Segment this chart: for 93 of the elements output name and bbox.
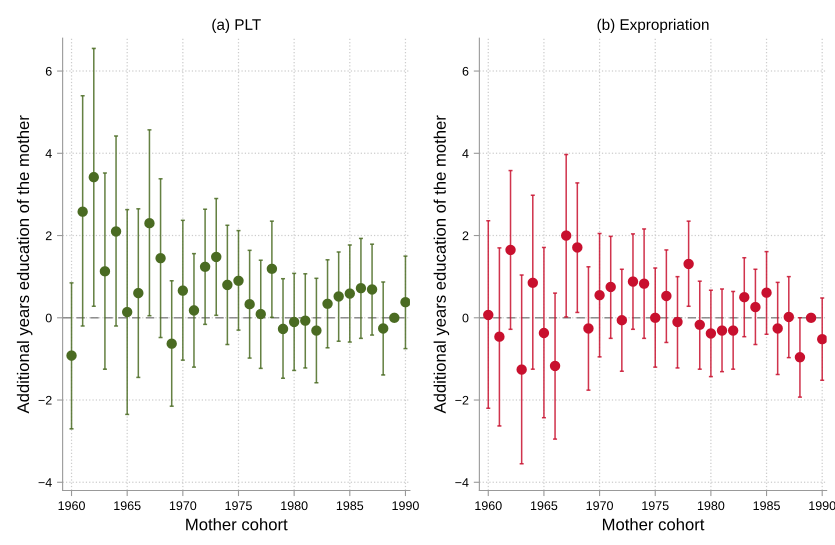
point <box>516 364 527 375</box>
point <box>650 312 660 323</box>
point <box>683 258 694 270</box>
point <box>233 276 244 286</box>
point <box>661 290 672 302</box>
point <box>66 350 77 361</box>
x-tick-label: 1990 <box>392 501 419 510</box>
point <box>300 315 310 326</box>
point <box>672 316 683 328</box>
point <box>266 264 278 274</box>
point <box>761 287 772 298</box>
x-tick-label: 1975 <box>642 501 669 510</box>
point <box>256 308 266 320</box>
point <box>550 360 560 372</box>
point <box>594 290 605 300</box>
point <box>100 266 110 277</box>
point <box>583 323 594 334</box>
point <box>816 334 827 344</box>
y-tick-label: 2 <box>462 231 468 240</box>
point <box>505 244 516 256</box>
point <box>494 331 505 342</box>
point <box>538 328 550 338</box>
y-tick-label: −4 <box>38 478 52 487</box>
point <box>222 280 233 290</box>
y-tick-label: 0 <box>462 314 468 322</box>
point <box>133 288 144 298</box>
point <box>389 312 400 323</box>
point <box>784 312 794 322</box>
point <box>616 315 628 326</box>
point <box>739 292 750 302</box>
point <box>166 338 177 349</box>
x-tick-label: 1985 <box>754 501 780 510</box>
point <box>178 285 188 296</box>
point <box>188 305 200 316</box>
y-tick-label: −2 <box>38 396 52 405</box>
point <box>794 352 806 362</box>
chart-title: (a) PLT <box>212 18 261 33</box>
point <box>772 323 783 334</box>
point <box>728 325 738 336</box>
x-axis-title: Mother cohort <box>602 518 704 530</box>
point <box>716 325 728 336</box>
point <box>400 296 410 308</box>
x-tick-label: 1970 <box>586 501 613 510</box>
point <box>211 252 222 262</box>
point <box>278 324 288 334</box>
point <box>606 282 616 292</box>
point <box>110 226 122 237</box>
point <box>333 291 344 302</box>
point <box>77 206 88 217</box>
y-tick-label: −2 <box>455 396 468 405</box>
y-axis-title: Additional years education of the mother <box>16 115 32 414</box>
point <box>144 218 155 228</box>
x-tick-label: 1985 <box>336 501 364 510</box>
chart-title: (b) Expropriation <box>597 18 708 33</box>
point <box>694 320 705 330</box>
point <box>122 306 132 318</box>
point <box>311 325 322 336</box>
point <box>483 310 494 320</box>
y-tick-label: 2 <box>46 231 52 240</box>
x-axis-title: Mother cohort <box>186 518 288 530</box>
x-tick-label: 1960 <box>475 501 502 510</box>
point <box>88 172 99 182</box>
point <box>200 262 210 272</box>
point <box>288 316 300 328</box>
point <box>806 312 816 323</box>
x-tick-label: 1975 <box>226 501 252 510</box>
point <box>155 252 166 264</box>
y-tick-label: −4 <box>455 478 469 487</box>
x-tick-label: 1965 <box>114 501 141 510</box>
y-tick-label: 4 <box>46 149 52 158</box>
point <box>706 328 716 339</box>
point <box>638 278 650 289</box>
x-tick-label: 1965 <box>530 501 558 510</box>
point <box>560 230 572 241</box>
y-tick-label: 6 <box>462 66 468 76</box>
y-tick-label: 6 <box>46 66 52 76</box>
point <box>344 288 356 299</box>
point <box>628 276 638 287</box>
point <box>528 278 538 288</box>
y-tick-label: 4 <box>462 149 469 158</box>
point <box>572 242 583 253</box>
x-tick-label: 1980 <box>281 501 308 510</box>
point <box>750 302 761 312</box>
x-tick-label: 1960 <box>58 501 85 510</box>
x-tick-label: 1970 <box>170 501 196 510</box>
y-axis-title: Additional years education of the mother <box>434 115 450 414</box>
point <box>378 323 388 334</box>
x-tick-label: 1980 <box>698 501 724 510</box>
point <box>322 298 333 310</box>
point <box>366 284 378 295</box>
point <box>244 299 255 310</box>
y-tick-label: 0 <box>46 314 52 322</box>
point <box>356 282 366 294</box>
